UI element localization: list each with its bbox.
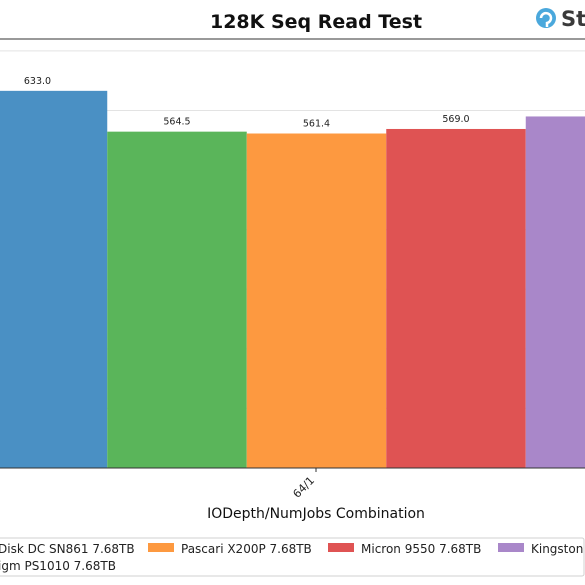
logo-icon-mark — [539, 11, 553, 27]
bar-value-label: 633.0 — [24, 76, 51, 87]
logo-text: St — [561, 7, 585, 31]
bar — [386, 128, 526, 469]
legend-item: Micron 9550 7.68TB — [328, 542, 481, 556]
legend: Disk DC SN861 7.68TB Pascari X200P 7.68T… — [0, 537, 585, 577]
bar-value-label: 561.4 — [303, 118, 330, 129]
x-tick-label: 64/1 — [290, 474, 317, 501]
x-axis-label: IODepth/NumJobs Combination — [207, 506, 425, 522]
legend-swatch — [498, 543, 524, 552]
legend-item: igm PS1010 7.68TB — [0, 559, 116, 573]
legend-item: Pascari X200P 7.68TB — [148, 542, 312, 556]
bar-value-label: 569.0 — [442, 114, 469, 125]
logo-icon — [536, 8, 556, 28]
chart-title: 128K Seq Read Test — [210, 11, 422, 33]
legend-item: Disk DC SN861 7.68TB — [0, 542, 135, 556]
legend-label: igm PS1010 7.68TB — [0, 559, 116, 573]
bar — [246, 133, 387, 469]
legend-label: Kingston — [531, 542, 583, 556]
legend-swatch — [328, 543, 354, 552]
bar — [0, 90, 108, 469]
logo: St — [536, 7, 585, 31]
bar — [107, 131, 247, 468]
legend-swatch — [148, 543, 174, 552]
legend-frame — [0, 537, 585, 577]
legend-item: Kingston — [498, 542, 583, 556]
legend-label: Pascari X200P 7.68TB — [181, 542, 312, 556]
bar — [525, 116, 585, 468]
legend-label: Micron 9550 7.68TB — [361, 542, 481, 556]
bar-value-label: 564.5 — [163, 117, 190, 128]
legend-label: Disk DC SN861 7.68TB — [0, 542, 135, 556]
bars — [0, 90, 585, 469]
